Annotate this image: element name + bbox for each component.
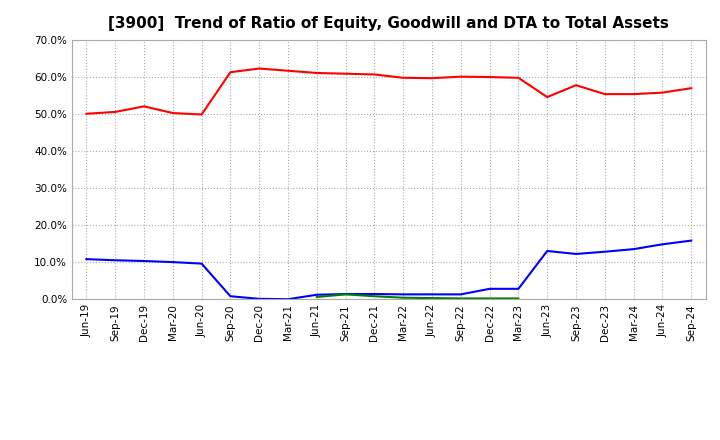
Deferred Tax Assets <box>312 294 321 300</box>
Goodwill <box>399 292 408 297</box>
Goodwill <box>514 286 523 291</box>
Equity <box>485 74 494 80</box>
Equity <box>456 74 465 79</box>
Equity <box>543 95 552 100</box>
Equity <box>600 92 609 97</box>
Line: Deferred Tax Assets: Deferred Tax Assets <box>317 294 518 298</box>
Goodwill <box>658 242 667 247</box>
Equity <box>197 112 206 117</box>
Line: Equity: Equity <box>86 69 691 114</box>
Equity <box>399 75 408 81</box>
Equity <box>341 71 350 77</box>
Equity <box>428 76 436 81</box>
Goodwill <box>312 292 321 297</box>
Goodwill <box>168 260 177 265</box>
Goodwill <box>370 291 379 297</box>
Equity <box>226 70 235 75</box>
Deferred Tax Assets <box>341 292 350 297</box>
Goodwill <box>284 297 292 302</box>
Goodwill <box>111 258 120 263</box>
Equity <box>370 72 379 77</box>
Goodwill <box>428 292 436 297</box>
Equity <box>284 68 292 73</box>
Equity <box>255 66 264 71</box>
Goodwill <box>197 261 206 266</box>
Equity <box>111 109 120 114</box>
Goodwill <box>82 257 91 262</box>
Goodwill <box>226 293 235 299</box>
Goodwill <box>687 238 696 243</box>
Equity <box>514 75 523 81</box>
Goodwill <box>543 248 552 253</box>
Equity <box>687 85 696 91</box>
Goodwill <box>572 251 580 257</box>
Goodwill <box>255 296 264 301</box>
Line: Goodwill: Goodwill <box>86 241 691 299</box>
Equity <box>572 83 580 88</box>
Goodwill <box>456 292 465 297</box>
Goodwill <box>341 291 350 297</box>
Equity <box>82 111 91 117</box>
Equity <box>629 92 638 97</box>
Goodwill <box>600 249 609 254</box>
Title: [3900]  Trend of Ratio of Equity, Goodwill and DTA to Total Assets: [3900] Trend of Ratio of Equity, Goodwil… <box>109 16 669 32</box>
Equity <box>140 104 148 109</box>
Equity <box>168 110 177 116</box>
Equity <box>658 90 667 95</box>
Goodwill <box>140 258 148 264</box>
Deferred Tax Assets <box>485 296 494 301</box>
Deferred Tax Assets <box>514 296 523 301</box>
Deferred Tax Assets <box>370 293 379 299</box>
Deferred Tax Assets <box>399 295 408 301</box>
Goodwill <box>485 286 494 291</box>
Deferred Tax Assets <box>428 295 436 301</box>
Goodwill <box>629 246 638 252</box>
Deferred Tax Assets <box>456 296 465 301</box>
Equity <box>312 70 321 76</box>
